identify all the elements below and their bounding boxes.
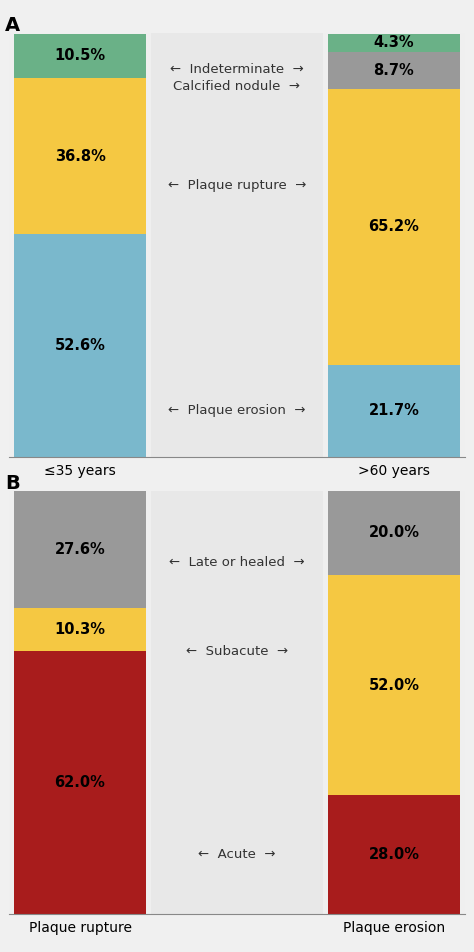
Bar xyxy=(328,490,460,575)
Text: 52.0%: 52.0% xyxy=(368,678,419,693)
Bar xyxy=(328,795,460,914)
Text: ←  Plaque erosion  →: ← Plaque erosion → xyxy=(168,404,306,417)
Text: ←  Plaque rupture  →: ← Plaque rupture → xyxy=(168,179,306,192)
Text: 36.8%: 36.8% xyxy=(55,149,105,164)
Text: 65.2%: 65.2% xyxy=(369,219,419,234)
Text: ←  Indeterminate  →: ← Indeterminate → xyxy=(170,63,304,76)
Bar xyxy=(328,52,460,89)
Text: 10.5%: 10.5% xyxy=(55,49,106,64)
Text: 4.3%: 4.3% xyxy=(374,35,414,50)
Bar xyxy=(328,365,460,457)
Bar xyxy=(328,33,460,52)
Bar xyxy=(328,575,460,795)
Bar xyxy=(14,491,146,607)
Bar xyxy=(151,33,323,457)
Text: 20.0%: 20.0% xyxy=(368,526,419,541)
Bar xyxy=(14,234,146,457)
Bar xyxy=(151,490,323,914)
Text: ←  Subacute  →: ← Subacute → xyxy=(186,645,288,658)
Text: 8.7%: 8.7% xyxy=(374,63,414,78)
Bar xyxy=(14,78,146,234)
Text: 52.6%: 52.6% xyxy=(55,338,105,353)
Text: A: A xyxy=(5,16,20,35)
Bar xyxy=(14,651,146,914)
Text: 10.3%: 10.3% xyxy=(55,622,106,637)
Text: ←  Acute  →: ← Acute → xyxy=(198,848,276,862)
Text: 27.6%: 27.6% xyxy=(55,542,105,557)
Bar xyxy=(14,607,146,651)
Text: 21.7%: 21.7% xyxy=(369,404,419,418)
Text: 28.0%: 28.0% xyxy=(368,847,419,863)
Text: 62.0%: 62.0% xyxy=(55,775,105,790)
Text: Calcified nodule  →: Calcified nodule → xyxy=(173,80,301,92)
Text: ←  Late or healed  →: ← Late or healed → xyxy=(169,556,305,569)
Bar xyxy=(328,89,460,365)
Text: B: B xyxy=(5,473,20,492)
Bar xyxy=(14,33,146,78)
